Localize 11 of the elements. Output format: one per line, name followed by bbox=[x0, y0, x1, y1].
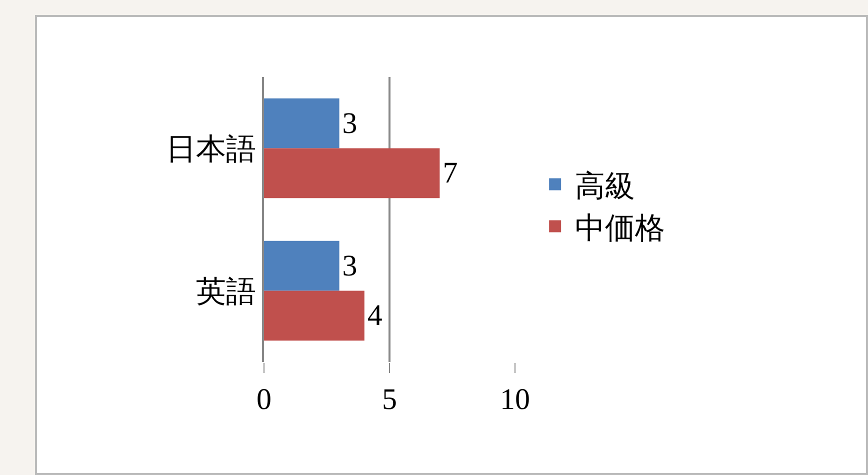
x-tick-label: 10 bbox=[500, 383, 530, 416]
legend-label: 高級 bbox=[575, 170, 636, 203]
data-label: 3 bbox=[342, 249, 358, 282]
x-tick-label: 0 bbox=[256, 383, 272, 416]
x-tick-label: 5 bbox=[382, 383, 397, 416]
data-label: 4 bbox=[367, 299, 382, 332]
y-tick-label: 日本語 bbox=[166, 132, 256, 166]
y-tick-label: 英語 bbox=[196, 275, 256, 308]
legend-label: 中価格 bbox=[575, 212, 666, 245]
data-label: 7 bbox=[442, 156, 458, 190]
data-label: 3 bbox=[342, 106, 358, 140]
